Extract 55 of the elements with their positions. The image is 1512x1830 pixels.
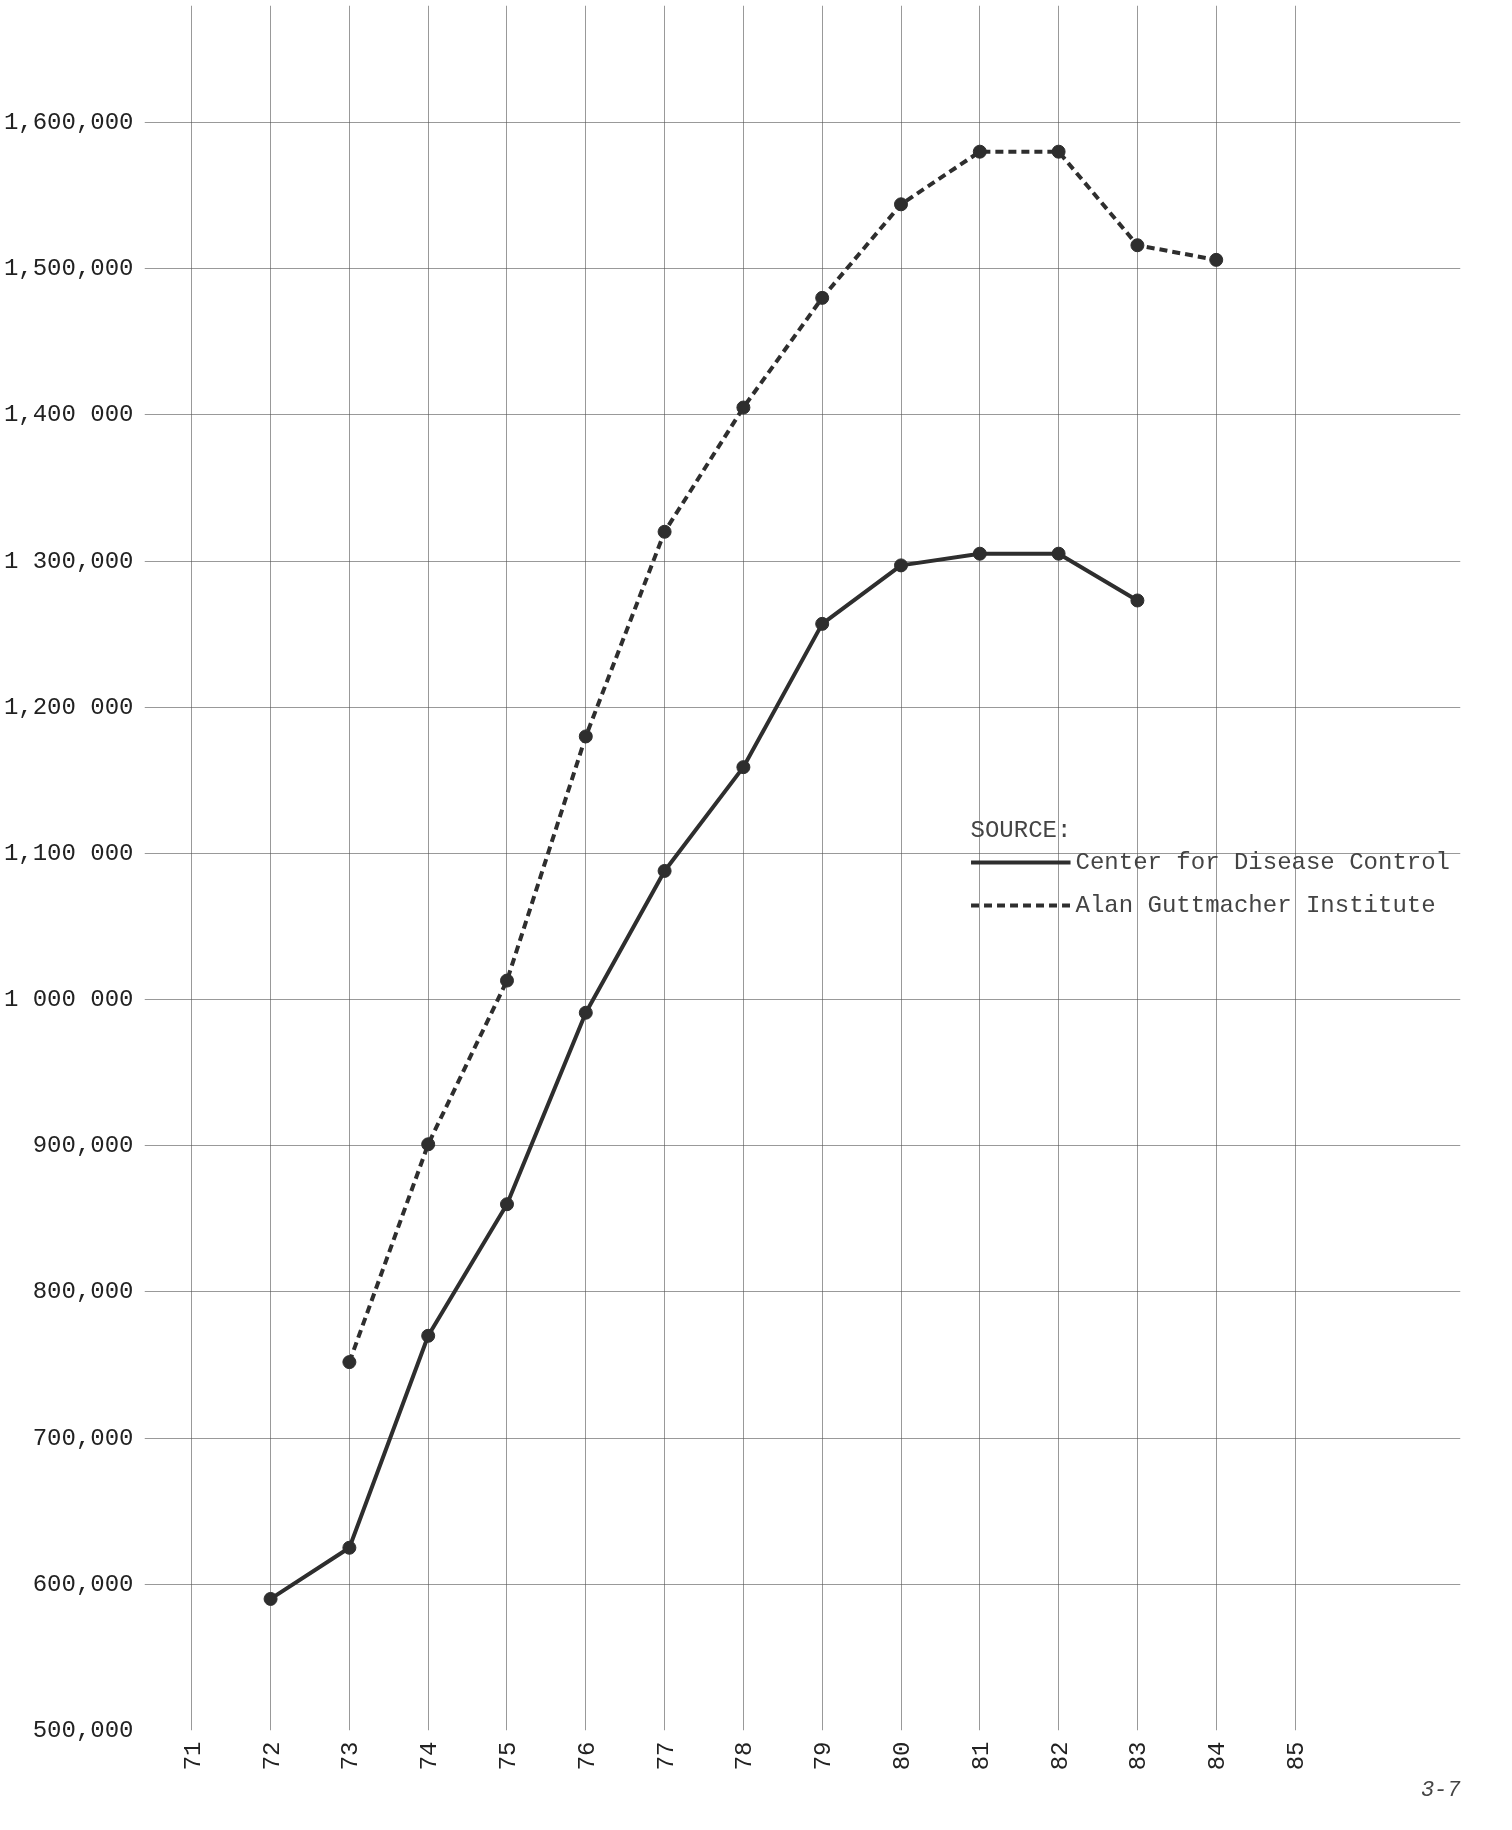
- x-tick-label: 85: [1283, 1741, 1311, 1771]
- x-tick-label: 75: [494, 1741, 522, 1771]
- point: [421, 1137, 436, 1152]
- point: [342, 1540, 357, 1555]
- y-tick-label: 1,500,000: [3, 255, 134, 283]
- x-tick-label: 79: [810, 1741, 838, 1771]
- point: [894, 197, 908, 212]
- y-tick-label: 500,000: [32, 1717, 134, 1744]
- x-tick-label: 83: [1125, 1741, 1153, 1771]
- x-tick-label: 74: [416, 1741, 444, 1771]
- x-tick-label: 73: [337, 1741, 365, 1771]
- y-tick-label: 1,600,000: [3, 108, 134, 136]
- point: [578, 729, 593, 744]
- x-tick-label: 76: [573, 1741, 601, 1771]
- x-tick-label: 81: [967, 1741, 995, 1771]
- point: [657, 524, 672, 539]
- point: [815, 616, 830, 631]
- legend-label: Center for Disease Control: [1075, 848, 1450, 876]
- y-tick-label: 1 300,000: [3, 547, 134, 575]
- text: 3-7: [1420, 1777, 1462, 1803]
- x-tick-label: 82: [1046, 1741, 1074, 1771]
- y-tick-label: 900,000: [32, 1132, 134, 1160]
- point: [736, 400, 751, 415]
- y-tick-label: 700,000: [32, 1424, 134, 1452]
- y-tick-label: 1,100 000: [3, 839, 134, 867]
- point: [342, 1355, 357, 1370]
- point: [421, 1328, 436, 1343]
- x-tick-label: 78: [731, 1741, 759, 1771]
- legend-label: Alan Guttmacher Institute: [1075, 891, 1436, 919]
- point: [1130, 238, 1145, 253]
- point: [578, 1005, 593, 1020]
- y-tick-label: 1,400 000: [3, 401, 134, 429]
- x-tick-label: 77: [652, 1741, 680, 1771]
- point: [1209, 252, 1224, 267]
- legend-title: SOURCE:: [970, 816, 1073, 844]
- point: [972, 546, 987, 561]
- x-tick-label: 71: [179, 1741, 207, 1771]
- point: [1130, 593, 1145, 608]
- point: [972, 144, 987, 159]
- y-tick-label: 800,000: [32, 1278, 134, 1306]
- x-tick-label: 84: [1204, 1741, 1232, 1771]
- point: [499, 1197, 514, 1212]
- y-tick-label: 1,200 000: [3, 693, 134, 721]
- point: [1051, 144, 1066, 159]
- x-tick-label: 80: [889, 1741, 916, 1771]
- point: [894, 558, 908, 573]
- point: [736, 760, 751, 775]
- point: [499, 973, 514, 988]
- point: [1051, 546, 1066, 561]
- point: [815, 290, 830, 305]
- y-tick-label: 600,000: [32, 1570, 134, 1598]
- y-tick-label: 1 000 000: [3, 986, 134, 1014]
- x-tick-label: 72: [258, 1741, 286, 1771]
- point: [263, 1591, 278, 1606]
- point: [657, 863, 672, 878]
